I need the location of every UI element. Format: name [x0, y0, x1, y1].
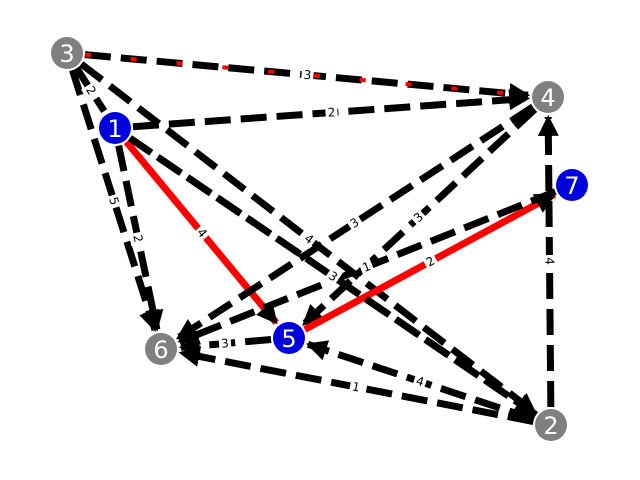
node-circle [535, 409, 567, 441]
edge-label-background [300, 66, 315, 84]
node-7[interactable]: 7 [556, 169, 588, 201]
edge-label-3-6: 5 [104, 192, 124, 210]
edge-label-background [421, 251, 440, 272]
node-circle [273, 322, 305, 354]
node-label: 6 [153, 336, 168, 364]
edge-label-background [411, 372, 429, 391]
edge-3-6 [69, 69, 160, 332]
edge-label-background [408, 207, 429, 228]
edge-label-background [192, 223, 212, 243]
edge-label-2-4: 4 [541, 254, 558, 268]
edge-weight: 4 [414, 374, 426, 390]
edge-label-3-4: 3 [300, 66, 315, 84]
edge-label-3-2: 4 [299, 229, 319, 249]
edge-label-2-6: 1 [348, 378, 364, 396]
node-label: 1 [107, 115, 122, 143]
edge-weight: 2 [327, 105, 336, 120]
node-circle [556, 169, 588, 201]
node-2[interactable]: 2 [535, 409, 567, 441]
edge-weight: 4 [542, 257, 556, 265]
edge-label-background [104, 192, 124, 210]
edge-weight: 2 [130, 233, 145, 243]
edge-label-3-1: 2 [81, 81, 101, 100]
edge-2-1 [129, 136, 539, 418]
node-label: 5 [281, 325, 296, 353]
edge-label-background [541, 254, 558, 268]
edge-3-2 [79, 61, 538, 416]
edge-label-7-6: 1 [357, 257, 376, 277]
node-1[interactable]: 1 [99, 112, 131, 144]
edge-labels-layer: 32252414332143143 [81, 66, 558, 396]
edge-label-1-4: 2 [324, 104, 339, 121]
edge-label-background [299, 229, 319, 249]
edge-label-background [81, 81, 101, 100]
node-label: 3 [59, 40, 74, 68]
edge-label-2-1: 3 [323, 266, 343, 287]
node-circle [145, 333, 177, 365]
node-circle [51, 37, 83, 69]
edge-weight: 1 [351, 379, 361, 394]
edge-weight: 3 [303, 68, 312, 83]
edge-label-5-6: 3 [218, 335, 232, 352]
node-label: 7 [564, 172, 579, 200]
edge-label-5-7: 2 [421, 251, 440, 272]
edge-label-2-5: 4 [411, 372, 429, 391]
node-circle [532, 81, 564, 113]
edge-2-6 [178, 346, 535, 425]
edge-weight: 5 [106, 195, 122, 207]
edge-label-background [357, 257, 376, 277]
edge-label-1-5: 4 [192, 223, 212, 243]
edge-label-background [323, 266, 343, 287]
node-label: 4 [540, 84, 555, 112]
edge-label-4-5: 3 [408, 207, 429, 228]
edge-highlight-3-4 [84, 52, 529, 98]
node-circle [99, 112, 131, 144]
edge-label-background [324, 104, 339, 121]
node-3[interactable]: 3 [51, 37, 83, 69]
node-4[interactable]: 4 [532, 81, 564, 113]
edge-label-background [345, 213, 364, 233]
node-label: 2 [543, 412, 558, 440]
edge-label-4-6: 3 [345, 213, 364, 233]
node-5[interactable]: 5 [273, 322, 305, 354]
node-6[interactable]: 6 [145, 333, 177, 365]
edge-label-background [218, 335, 232, 352]
edge-label-1-6: 2 [128, 230, 148, 247]
edge-label-background [128, 230, 148, 247]
edge-label-background [348, 378, 364, 396]
edge-weight: 3 [221, 336, 230, 351]
